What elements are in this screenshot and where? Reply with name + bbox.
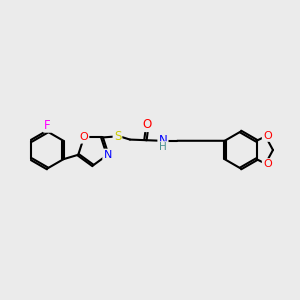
Text: O: O bbox=[80, 133, 88, 142]
Text: O: O bbox=[263, 131, 272, 141]
Text: S: S bbox=[114, 130, 121, 142]
Text: O: O bbox=[263, 159, 272, 169]
Text: N: N bbox=[159, 134, 167, 147]
Text: H: H bbox=[159, 142, 167, 152]
Text: O: O bbox=[142, 118, 152, 131]
Text: F: F bbox=[44, 118, 51, 131]
Text: N: N bbox=[103, 150, 112, 160]
